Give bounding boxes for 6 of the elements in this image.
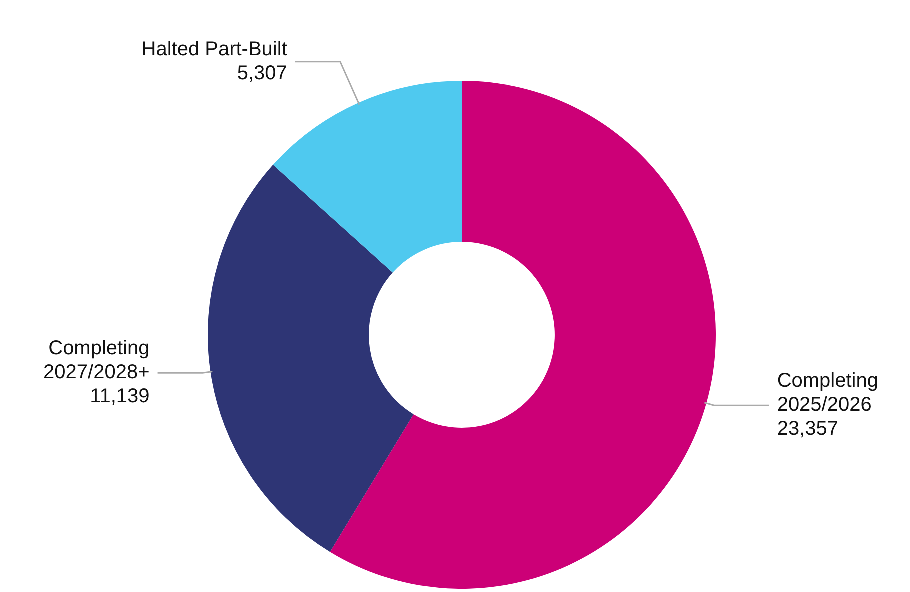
slice-label: Completing 2025/2026: [777, 370, 878, 416]
slice-label: Halted Part-Built: [142, 38, 288, 60]
data-label: 23,357: [777, 418, 838, 440]
slice-label: Completing 2027/2028+: [44, 338, 150, 384]
data-label: 11,139: [90, 386, 150, 408]
data-label: 5,307: [237, 62, 288, 84]
